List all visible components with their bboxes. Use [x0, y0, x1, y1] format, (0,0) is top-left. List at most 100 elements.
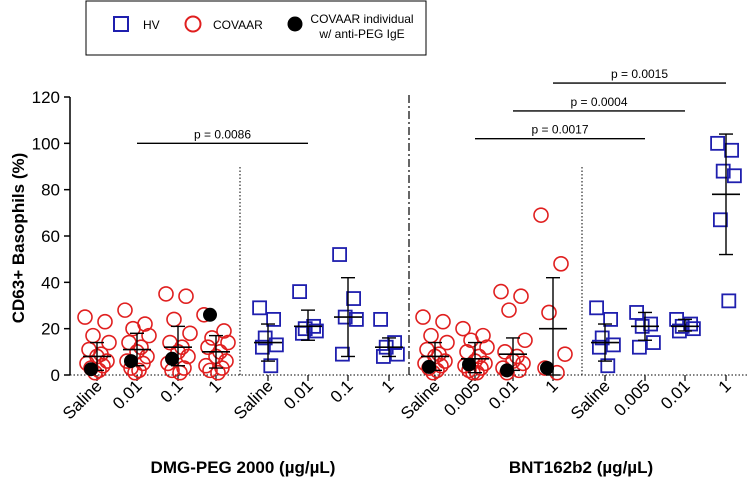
x-tick-label-p1-cat6: 0.01: [657, 376, 694, 413]
x-tick-label-p0-cat6: 0.1: [327, 376, 357, 406]
data-point-p0-cat6-1: [346, 291, 362, 306]
data-point-p1-cat3-1: [553, 255, 569, 272]
data-point-p1-cat0-1: [435, 313, 451, 330]
data-point-p0-cat6-3: [348, 311, 364, 327]
legend-frame: [85, 0, 427, 56]
data-point-p1-cat6-3: [686, 321, 701, 337]
data-point-p0-cat7-1: [387, 335, 403, 350]
data-point-p0-cat0-7: [99, 353, 115, 369]
data-point-p1-cat5-4: [632, 339, 647, 355]
data-point-p1-cat3-3: [557, 346, 573, 362]
data-point-p1-cat7-2: [715, 163, 731, 179]
ige-point-p0-cat3: [203, 307, 217, 322]
data-point-p1-cat3-0: [533, 207, 549, 223]
data-point-p0-cat5-0: [292, 284, 308, 300]
significance-label-1: p = 0.0017: [531, 123, 588, 137]
y-tick-label-40: 40: [41, 273, 60, 292]
legend-label-hv: HV: [143, 18, 160, 32]
data-point-p0-cat4-0: [252, 300, 268, 316]
data-point-p0-cat4-1: [266, 311, 282, 327]
x-tick-label-p0-cat1: 0.01: [109, 376, 146, 413]
data-point-p1-cat2-3: [517, 332, 533, 349]
data-point-p0-cat2-7: [180, 348, 196, 365]
legend-marker-ige: [287, 16, 303, 32]
data-point-p0-cat2-3: [182, 325, 198, 342]
data-point-p1-cat1-7: [477, 355, 493, 372]
x-tick-label-p1-cat1: 0.005: [440, 376, 484, 420]
x-tick-label-p1-cat5: 0.005: [610, 376, 654, 420]
data-point-p0-cat1-3: [141, 327, 157, 344]
data-point-p1-cat5-1: [643, 316, 658, 332]
x-tick-label-p0-cat2: 0.1: [157, 376, 187, 406]
data-point-p1-cat4-4: [592, 339, 607, 355]
data-point-p0-cat4-3: [268, 337, 284, 353]
ige-point-p0-cat0: [84, 362, 98, 377]
ige-point-p1-cat1: [462, 357, 476, 372]
data-point-p1-cat2-2: [501, 302, 517, 318]
data-point-p0-cat3-11: [210, 364, 226, 381]
x-tick-label-p1-cat2: 0.01: [485, 376, 522, 413]
y-tick-label-120: 120: [32, 88, 60, 107]
data-point-p1-cat0-2: [423, 327, 439, 344]
data-point-p0-cat1-0: [117, 302, 133, 318]
significance-label-2: p = 0.0004: [570, 95, 627, 109]
data-point-p1-cat4-3: [606, 337, 621, 353]
data-point-p1-cat1-3: [479, 339, 495, 356]
data-point-p1-cat0-0: [415, 309, 431, 325]
ige-point-p1-cat3: [540, 361, 554, 376]
legend-label-covaar: COVAAR: [213, 18, 263, 32]
x-tick-label-p0-cat4: Saline: [230, 376, 277, 423]
data-point-p0-cat1-2: [125, 320, 141, 337]
y-tick-label-80: 80: [41, 181, 60, 200]
significance-label-3: p = 0.0015: [611, 67, 668, 81]
data-point-p0-cat3-10: [202, 362, 218, 379]
y-tick-label-100: 100: [32, 134, 60, 153]
data-point-p0-cat2-0: [158, 286, 174, 302]
data-point-p1-cat7-5: [721, 293, 737, 309]
data-point-p1-cat7-0: [710, 135, 725, 151]
data-point-p1-cat5-3: [646, 335, 661, 350]
data-point-p0-cat6-0: [332, 247, 348, 262]
x-tick-label-p1-cat0: Saline: [397, 376, 444, 423]
significance-label-0: p = 0.0086: [194, 127, 251, 141]
ige-point-p0-cat2: [165, 351, 179, 366]
x-tick-label-p1-cat4: Saline: [567, 376, 614, 423]
data-point-p0-cat7-0: [373, 311, 389, 327]
data-point-p1-cat3-2: [541, 304, 557, 321]
data-point-p1-cat7-4: [713, 212, 728, 228]
data-point-p1-cat4-5: [600, 358, 616, 374]
y-axis-label: CD63+ Basophils (%): [9, 153, 28, 324]
ige-point-p0-cat1: [124, 354, 138, 369]
data-point-p1-cat1-2: [463, 332, 479, 349]
x-tick-label-p1-cat7: 1: [715, 376, 735, 396]
data-point-p0-cat2-9: [176, 360, 192, 376]
data-point-p1-cat1-0: [455, 320, 471, 337]
data-point-p0-cat2-11: [172, 364, 188, 381]
y-tick-label-60: 60: [41, 227, 60, 246]
data-point-p1-cat2-1: [513, 288, 529, 305]
x-tick-label-p0-cat0: Saline: [59, 376, 106, 423]
data-point-p1-cat0-7: [437, 353, 453, 369]
data-point-p0-cat0-2: [85, 327, 101, 344]
panel-label-dmg-peg: DMG-PEG 2000 (µg/µL): [151, 458, 336, 477]
data-point-p0-cat1-11: [131, 362, 147, 379]
data-point-p0-cat2-2: [166, 311, 182, 328]
data-point-p0-cat4-5: [263, 358, 279, 374]
data-point-p1-cat4-0: [589, 300, 604, 316]
data-point-p0-cat2-1: [178, 288, 194, 305]
data-point-p0-cat3-3: [220, 334, 236, 351]
legend-marker-hv: [113, 16, 129, 32]
legend: HV COVAAR COVAAR individual w/ anti-PEG …: [85, 0, 427, 56]
data-point-p0-cat5-3: [308, 323, 324, 339]
data-point-p0-cat3-1: [216, 323, 232, 339]
panel-label-bnt162b2: BNT162b2 (µg/µL): [509, 458, 653, 477]
data-point-p0-cat0-1: [97, 313, 113, 330]
data-point-p0-cat4-4: [254, 339, 270, 355]
data-point-p0-cat6-4: [334, 346, 350, 362]
y-tick-label-20: 20: [41, 320, 60, 339]
x-tick-label-p0-cat5: 0.01: [280, 376, 317, 413]
data-point-p1-cat2-0: [493, 283, 509, 300]
data-point-p0-cat3-8: [198, 357, 214, 374]
data-point-p1-cat7-1: [724, 142, 739, 158]
